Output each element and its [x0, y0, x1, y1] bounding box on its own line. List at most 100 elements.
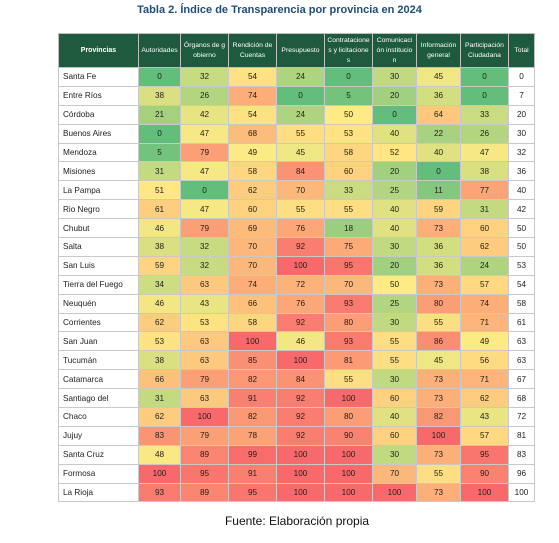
source-note: Fuente: Elaboración propia [224, 514, 370, 528]
table-row: Chubut 46 79 69 76 18 40 73 60 50 [58, 218, 535, 239]
score-cell: 76 [276, 293, 325, 314]
score-cell: 82 [416, 407, 461, 427]
total-cell: 20 [508, 104, 535, 125]
total-cell: 58 [508, 293, 535, 314]
province-name: Santa Cruz [58, 444, 139, 465]
score-cell: 47 [460, 142, 509, 163]
score-cell: 0 [324, 67, 373, 87]
score-cell: 100 [276, 255, 325, 276]
score-cell: 30 [372, 444, 417, 465]
score-cell: 100 [324, 388, 373, 409]
score-cell: 45 [416, 67, 461, 87]
table-row: Neuquén 46 43 66 76 93 25 80 74 58 [58, 293, 535, 314]
score-cell: 24 [276, 67, 325, 87]
score-cell: 20 [372, 161, 417, 182]
total-cell: 100 [508, 482, 535, 503]
score-cell: 46 [276, 331, 325, 352]
province-name: Mendoza [58, 142, 139, 163]
score-cell: 73 [416, 274, 461, 295]
score-cell: 58 [228, 312, 277, 333]
score-cell: 0 [138, 67, 181, 87]
score-cell: 0 [180, 180, 229, 201]
score-cell: 92 [276, 407, 325, 427]
score-cell: 0 [460, 85, 509, 106]
province-name: Tierra del Fuego [58, 274, 139, 295]
score-cell: 74 [228, 85, 277, 106]
score-cell: 47 [180, 199, 229, 220]
score-cell: 100 [460, 482, 509, 503]
score-cell: 55 [372, 350, 417, 371]
score-cell: 84 [276, 161, 325, 182]
score-cell: 50 [324, 104, 373, 125]
col-header-provincias: Provincias [58, 33, 139, 68]
table-row: Formosa 100 95 91 100 100 70 55 90 96 [58, 463, 535, 484]
score-cell: 71 [460, 369, 509, 390]
table-title: Tabla 2. Índice de Transparencia por pro… [137, 4, 422, 16]
table-row: La Pampa 51 0 62 70 33 25 11 77 40 [58, 180, 535, 201]
col-header-rendicion: Rendición de Cuentas [228, 33, 277, 68]
score-cell: 0 [460, 67, 509, 87]
province-name: Jujuy [58, 425, 139, 446]
score-cell: 68 [228, 123, 277, 144]
score-cell: 62 [138, 407, 181, 427]
score-cell: 60 [324, 161, 373, 182]
score-cell: 85 [228, 350, 277, 371]
score-cell: 5 [138, 142, 181, 163]
score-cell: 62 [460, 388, 509, 409]
score-cell: 73 [416, 444, 461, 465]
score-cell: 31 [460, 199, 509, 220]
score-cell: 31 [138, 388, 181, 409]
score-cell: 73 [416, 482, 461, 503]
total-cell: 50 [508, 218, 535, 239]
score-cell: 26 [460, 123, 509, 144]
col-header-total: Total [508, 33, 535, 68]
score-cell: 38 [138, 237, 181, 257]
score-cell: 55 [416, 463, 461, 484]
table-row: Santa Cruz 48 89 99 100 100 30 73 95 83 [58, 444, 535, 465]
transparency-table: Provincias Autoridades Órganos de gobier… [58, 33, 535, 503]
score-cell: 100 [276, 482, 325, 503]
score-cell: 0 [416, 161, 461, 182]
score-cell: 0 [372, 104, 417, 125]
score-cell: 62 [138, 312, 181, 333]
score-cell: 70 [276, 180, 325, 201]
table-row: La Rioja 93 89 95 100 100 100 73 100 100 [58, 482, 535, 503]
score-cell: 95 [180, 463, 229, 484]
score-cell: 60 [460, 218, 509, 239]
score-cell: 72 [276, 274, 325, 295]
col-header-contrataciones: Contrataciones y licitaciones [324, 33, 373, 68]
score-cell: 80 [324, 407, 373, 427]
province-name: Santiago del [58, 388, 139, 409]
province-name: Córdoba [58, 104, 139, 125]
table-row: Rio Negro 61 47 60 55 55 40 59 31 42 [58, 199, 535, 220]
province-name: Formosa [58, 463, 139, 484]
score-cell: 31 [138, 161, 181, 182]
col-header-autoridades: Autoridades [138, 33, 181, 68]
score-cell: 100 [276, 350, 325, 371]
score-cell: 45 [276, 142, 325, 163]
table-row: Buenos Aires 0 47 68 55 53 40 22 26 30 [58, 123, 535, 144]
score-cell: 82 [228, 407, 277, 427]
score-cell: 34 [138, 274, 181, 295]
score-cell: 93 [324, 293, 373, 314]
score-cell: 48 [138, 444, 181, 465]
score-cell: 54 [228, 104, 277, 125]
score-cell: 74 [460, 293, 509, 314]
score-cell: 59 [138, 255, 181, 276]
total-cell: 63 [508, 350, 535, 371]
score-cell: 32 [180, 237, 229, 257]
score-cell: 62 [460, 237, 509, 257]
province-name: San Luis [58, 255, 139, 276]
score-cell: 24 [460, 255, 509, 276]
score-cell: 69 [228, 218, 277, 239]
total-cell: 61 [508, 312, 535, 333]
table-row: Salta 38 32 70 92 75 30 36 62 50 [58, 237, 535, 257]
score-cell: 38 [460, 161, 509, 182]
table-row: San Luis 59 32 70 100 95 20 36 24 53 [58, 255, 535, 276]
col-header-presupuesto: Presupuesto [276, 33, 325, 68]
total-cell: 30 [508, 123, 535, 144]
score-cell: 90 [324, 425, 373, 446]
score-cell: 71 [460, 312, 509, 333]
score-cell: 21 [138, 104, 181, 125]
score-cell: 84 [276, 369, 325, 390]
